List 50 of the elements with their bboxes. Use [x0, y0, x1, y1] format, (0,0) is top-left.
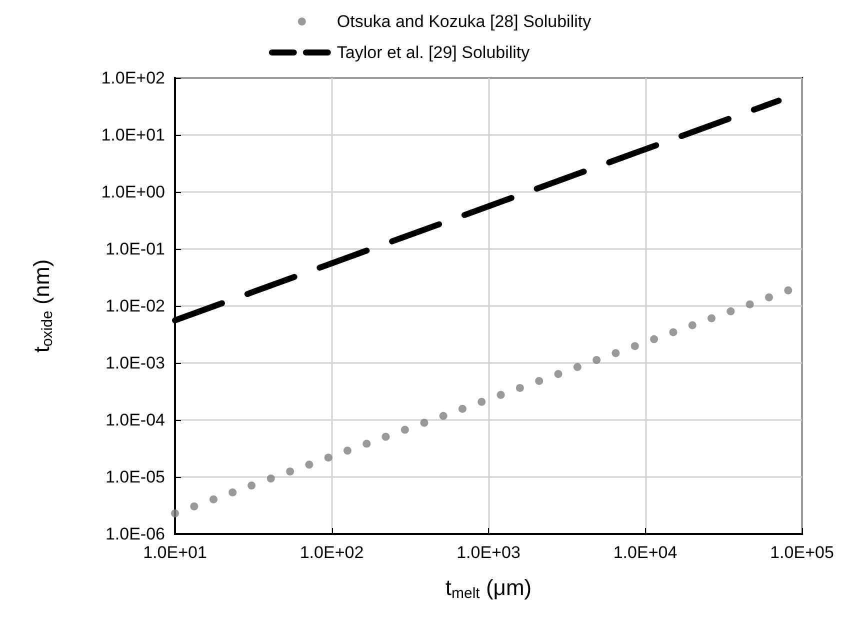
- point: [209, 495, 218, 504]
- point: [496, 390, 505, 399]
- y-tick-label: 1.0E-03: [105, 354, 165, 372]
- y-tick-label: 1.0E-06: [105, 524, 165, 544]
- point: [726, 307, 735, 316]
- x-tick-label: 1.0E+01: [143, 543, 207, 562]
- x-tick-label: 1.0E+02: [300, 543, 364, 562]
- y-tick-label: 1.0E-04: [105, 410, 165, 430]
- y-tick-label: 1.0E+02: [101, 68, 165, 88]
- point: [669, 328, 678, 336]
- point: [612, 349, 620, 358]
- y-axis-title: toxide (nm): [29, 259, 56, 353]
- point: [248, 482, 256, 490]
- point: [266, 474, 275, 483]
- point: [362, 440, 371, 448]
- point: [746, 300, 754, 308]
- point: [554, 370, 562, 378]
- legend-label: Otsuka and Kozuka [28] Solubility: [336, 12, 592, 31]
- point: [439, 412, 448, 420]
- point: [573, 363, 582, 372]
- point: [420, 418, 428, 427]
- y-tick-label: 1.0E-02: [105, 296, 165, 316]
- point: [708, 314, 716, 322]
- y-tick-label: 1.0E-01: [105, 240, 165, 258]
- point: [286, 467, 294, 476]
- point: [228, 488, 237, 496]
- point: [592, 356, 601, 364]
- point: [688, 321, 696, 330]
- point: [516, 384, 524, 392]
- point: [458, 404, 466, 413]
- point: [400, 426, 409, 434]
- point: [535, 376, 544, 385]
- legend-label: Taylor et al. [29] Solubility: [336, 43, 530, 62]
- point: [324, 454, 332, 462]
- x-tick-label: 1.0E+04: [613, 543, 678, 562]
- y-tick-label: 1.0E-05: [105, 468, 165, 486]
- point: [630, 342, 639, 350]
- point: [382, 432, 390, 441]
- point: [765, 293, 773, 302]
- point: [478, 398, 486, 406]
- x-tick-label: 1.0E+05: [770, 543, 834, 562]
- y-tick-label: 1.0E+00: [101, 182, 165, 202]
- y-tick-label: 1.0E+01: [101, 126, 165, 144]
- point: [305, 460, 314, 469]
- point: [190, 502, 198, 510]
- point: [784, 286, 792, 294]
- point: [650, 335, 658, 344]
- x-tick-label: 1.0E+03: [456, 543, 520, 562]
- point: [171, 509, 179, 518]
- point: [343, 446, 352, 455]
